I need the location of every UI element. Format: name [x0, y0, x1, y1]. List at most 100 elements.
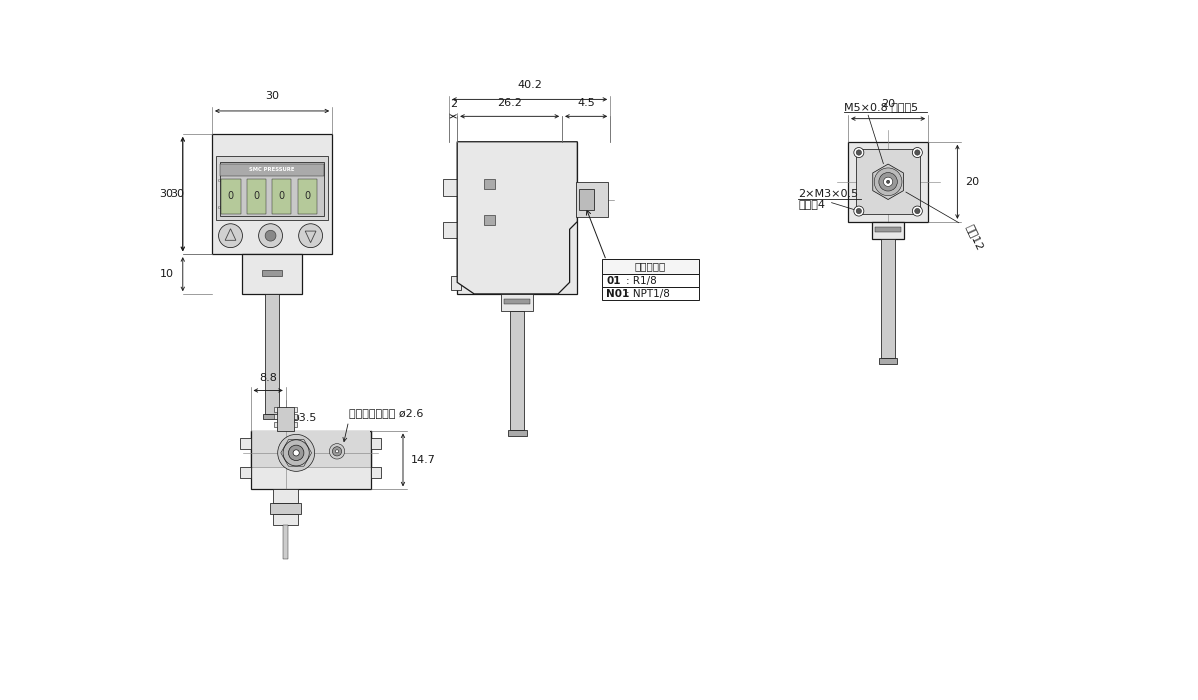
Text: 40.2: 40.2: [518, 80, 543, 90]
Bar: [855, 150, 920, 214]
Bar: [247, 178, 266, 214]
Bar: [879, 358, 897, 363]
Circle shape: [854, 206, 864, 216]
Bar: [458, 141, 577, 294]
Bar: [579, 189, 594, 210]
Circle shape: [265, 230, 276, 241]
Bar: [262, 270, 282, 276]
Bar: [219, 164, 325, 176]
Text: M5×0.8 ねじ深5: M5×0.8 ねじ深5: [845, 102, 919, 113]
Circle shape: [329, 444, 345, 459]
Text: SMC PRESSURE: SMC PRESSURE: [249, 167, 295, 172]
Text: 0: 0: [253, 191, 260, 202]
Text: 30: 30: [159, 189, 174, 199]
Circle shape: [218, 224, 242, 248]
Text: : R1/8: : R1/8: [625, 276, 657, 286]
Circle shape: [857, 209, 861, 214]
Bar: [274, 422, 277, 427]
Bar: [240, 438, 250, 449]
Circle shape: [294, 450, 300, 456]
Text: 20: 20: [966, 177, 979, 187]
Circle shape: [283, 440, 309, 466]
Bar: [576, 182, 609, 217]
Bar: [252, 431, 370, 467]
Circle shape: [854, 148, 864, 158]
Bar: [603, 288, 698, 300]
Bar: [262, 414, 282, 419]
Circle shape: [879, 172, 897, 191]
Text: OUT2: OUT2: [218, 206, 230, 210]
Bar: [272, 178, 291, 214]
Bar: [273, 489, 298, 503]
Bar: [216, 156, 328, 220]
Bar: [508, 430, 526, 435]
Circle shape: [298, 224, 322, 248]
Bar: [240, 468, 250, 478]
Bar: [277, 407, 295, 430]
Bar: [603, 274, 698, 288]
Circle shape: [857, 150, 861, 155]
Bar: [484, 216, 495, 225]
Bar: [603, 259, 698, 274]
Bar: [271, 503, 301, 514]
Text: OUT1: OUT1: [218, 179, 230, 183]
Circle shape: [883, 177, 893, 186]
Bar: [295, 407, 297, 412]
Bar: [443, 179, 461, 196]
Bar: [212, 134, 332, 254]
Bar: [297, 178, 316, 214]
Text: 30: 30: [170, 189, 184, 199]
Text: 2×M3×0.5: 2×M3×0.5: [798, 189, 858, 199]
Text: 対辺12: 対辺12: [964, 223, 985, 252]
Text: 8.8: 8.8: [259, 373, 277, 383]
Bar: [295, 414, 297, 419]
Polygon shape: [873, 164, 903, 200]
Text: 14.7: 14.7: [411, 455, 436, 465]
Text: 01: 01: [606, 276, 621, 286]
Circle shape: [278, 435, 315, 471]
Text: 0: 0: [279, 191, 285, 202]
Bar: [242, 254, 302, 294]
Circle shape: [913, 148, 922, 158]
Circle shape: [289, 445, 304, 461]
Bar: [370, 468, 381, 478]
Bar: [274, 407, 277, 412]
Circle shape: [335, 450, 339, 453]
Text: 大気開放ポート ø2.6: 大気開放ポート ø2.6: [349, 408, 423, 418]
Circle shape: [875, 168, 902, 196]
Bar: [265, 294, 279, 414]
Bar: [284, 525, 288, 559]
Bar: [443, 221, 461, 239]
Bar: [295, 422, 297, 427]
Text: 30: 30: [265, 91, 279, 101]
Text: 4.5: 4.5: [577, 98, 595, 108]
Bar: [274, 414, 277, 419]
Bar: [882, 239, 895, 358]
Bar: [484, 179, 495, 189]
Text: 0: 0: [228, 191, 234, 202]
Circle shape: [259, 224, 283, 248]
Bar: [504, 299, 531, 304]
Bar: [219, 162, 325, 216]
Polygon shape: [458, 141, 577, 294]
Circle shape: [914, 209, 920, 214]
Bar: [273, 514, 298, 525]
Bar: [848, 141, 928, 222]
Circle shape: [332, 447, 341, 456]
Text: ø3.5: ø3.5: [292, 412, 317, 422]
Text: 0: 0: [304, 191, 310, 202]
Text: : NPT1/8: : NPT1/8: [625, 289, 670, 299]
Bar: [450, 276, 461, 290]
Bar: [250, 430, 370, 489]
Circle shape: [887, 180, 890, 183]
Circle shape: [913, 206, 922, 216]
Text: N01: N01: [606, 289, 630, 299]
Text: 26.2: 26.2: [497, 98, 522, 108]
Bar: [872, 222, 904, 239]
Circle shape: [914, 150, 920, 155]
Bar: [222, 178, 241, 214]
Bar: [370, 438, 381, 449]
Bar: [510, 311, 525, 430]
Bar: [501, 294, 533, 311]
Text: ねじ深4: ねじ深4: [798, 199, 825, 209]
